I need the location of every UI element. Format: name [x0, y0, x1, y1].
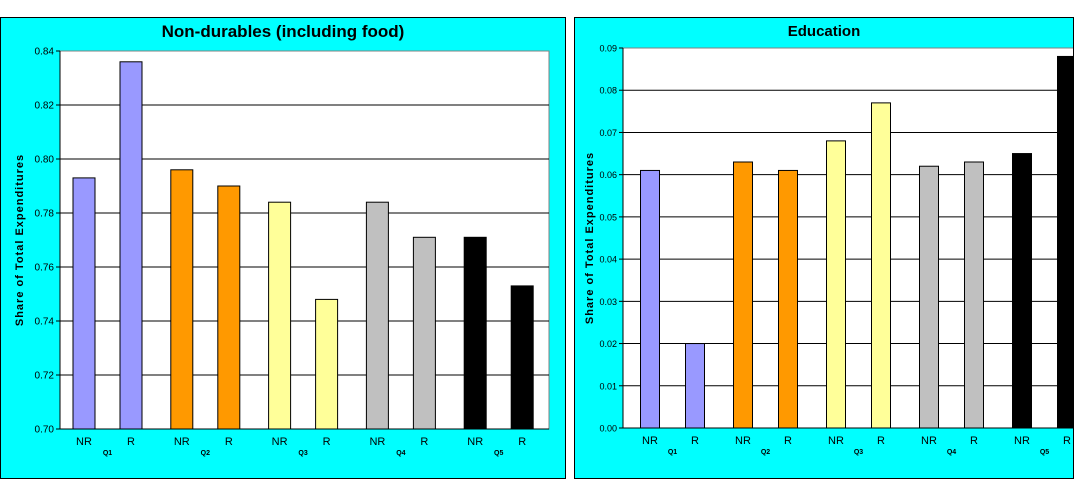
group-label: Q3 [298, 450, 307, 457]
y-tick-label: 0.76 [35, 263, 55, 274]
bar-q3-nr [826, 140, 846, 429]
x-tick-label: NR [642, 435, 658, 447]
chart-title: Non-durables (including food) [161, 22, 405, 41]
x-tick-label: R [970, 435, 978, 447]
y-tick-label: 0.80 [35, 155, 55, 166]
group-label: Q3 [854, 449, 863, 456]
bar-q1-nr [72, 177, 96, 430]
y-axis-label: Share of Total Expenditures [14, 154, 26, 326]
x-tick-label: R [877, 435, 885, 447]
group-label: Q2 [201, 450, 210, 457]
x-tick-label: R [784, 435, 792, 447]
chart-title: Education [787, 23, 861, 40]
chart-panel-education: Education 0.00 0.01 0.02 0.03 0.04 0.05 0.06 0.… [574, 17, 1074, 479]
x-tick-label: NR [467, 436, 483, 448]
x-tick-label: R [518, 436, 526, 448]
y-tick-label: 0.02 [599, 339, 617, 349]
x-tick-label: R [127, 436, 135, 448]
x-tick-label: NR [76, 436, 92, 448]
bar-q1-r [119, 61, 143, 430]
bar-q1-r [685, 343, 705, 429]
y-tick-label: 0.72 [35, 371, 55, 382]
y-tick-label: 0.84 [35, 47, 55, 58]
y-tick-label: 0.01 [599, 381, 617, 391]
x-tick-label: NR [1014, 435, 1030, 447]
cropped-heading [0, 0, 1074, 17]
chart-svg-nondurables: 0.70 0.72 0.74 0.76 0.78 0.80 0.82 0.84 Share of… [14, 47, 550, 457]
group-label: Q1 [103, 450, 112, 457]
group-label: Q2 [761, 449, 770, 456]
bar-q4-r [964, 161, 984, 429]
y-axis-label: Share of Total Expenditures [584, 152, 596, 324]
group-label: Q4 [947, 449, 956, 456]
bar-q2-r [217, 185, 241, 430]
group-label: Q4 [396, 450, 405, 457]
chart-svg-education: 0.00 0.01 0.02 0.03 0.04 0.05 0.06 0.07 0.08 0.09… [584, 44, 1073, 456]
y-tick-label: 0.82 [35, 101, 55, 112]
bar-q5-r [510, 285, 534, 430]
bar-q1-nr [640, 169, 660, 429]
x-tick-label: R [420, 436, 428, 448]
y-tick-label: 0.78 [35, 209, 55, 220]
x-tick-label: NR [921, 435, 937, 447]
y-tick-label: 0.07 [599, 128, 617, 138]
bar-q2-nr [733, 161, 753, 429]
x-tick-label: R [323, 436, 331, 448]
x-tick-label: R [1063, 435, 1071, 447]
bar-q2-r [778, 169, 798, 429]
y-tick-label: 0.09 [599, 44, 617, 54]
bar-q4-r [412, 236, 436, 430]
bar-q4-nr [365, 201, 389, 430]
bar-q3-r [871, 102, 891, 429]
y-tick-label: 0.06 [599, 170, 617, 180]
bar-q5-r [1057, 55, 1073, 429]
group-label: Q5 [1040, 449, 1049, 456]
y-tick-label: 0.00 [599, 424, 617, 434]
bar-q4-nr [919, 165, 939, 429]
y-tick-label: 0.04 [599, 255, 617, 265]
bar-q3-r [315, 298, 339, 430]
bar-q5-nr [1012, 153, 1032, 429]
group-label: Q1 [668, 449, 677, 456]
x-tick-label: NR [735, 435, 751, 447]
x-tick-label: NR [272, 436, 288, 448]
x-tick-label: NR [174, 436, 190, 448]
x-tick-label: R [225, 436, 233, 448]
x-tick-label: NR [828, 435, 844, 447]
chart-panel-nondurables: Non-durables (including food) 0.70 0.72 0.… [0, 17, 566, 479]
y-tick-label: 0.05 [599, 212, 617, 222]
y-tick-label: 0.70 [35, 425, 55, 436]
x-tick-label: R [691, 435, 699, 447]
x-tick-label: NR [369, 436, 385, 448]
bar-q3-nr [268, 201, 292, 430]
bar-q2-nr [170, 169, 194, 430]
y-tick-label: 0.08 [599, 86, 617, 96]
y-tick-label: 0.03 [599, 297, 617, 307]
bar-q5-nr [463, 236, 487, 430]
y-tick-label: 0.74 [35, 317, 55, 328]
group-label: Q5 [494, 450, 503, 457]
